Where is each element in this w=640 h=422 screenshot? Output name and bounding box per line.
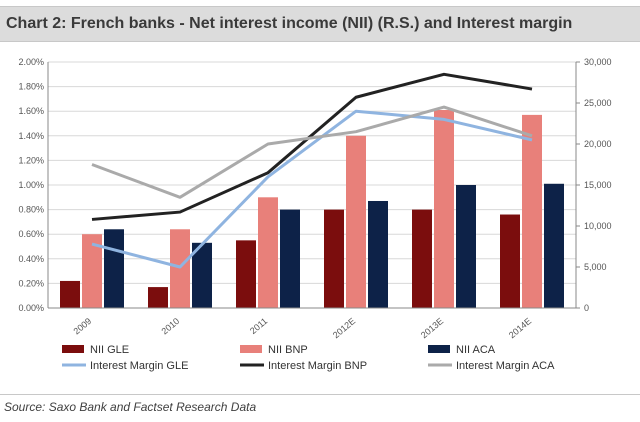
left-tick-label: 1.00% <box>18 180 44 190</box>
left-tick-label: 2.00% <box>18 57 44 67</box>
left-tick-label: 0.40% <box>18 254 44 264</box>
footer-divider <box>0 394 640 395</box>
bar-nii-aca <box>368 200 388 308</box>
chart-plot: 0.00% 0.20% 0.40% 0.60% 0.80% 1.00% 1.20% 1.40%… <box>18 57 612 372</box>
category-label: 2010 <box>160 316 182 337</box>
bar-nii-bnp <box>82 234 102 308</box>
bar-nii-bnp <box>346 135 366 308</box>
legend-label: NII BNP <box>268 344 308 356</box>
chart-title: Chart 2: French banks - Net interest inc… <box>6 15 573 32</box>
bar-nii-bnp <box>170 229 190 308</box>
category-label: 2012E <box>331 316 357 340</box>
legend-label: Interest Margin BNP <box>268 360 367 372</box>
legend-label: NII GLE <box>90 344 129 356</box>
legend-swatch <box>62 345 84 353</box>
left-tick-label: 0.20% <box>18 278 44 288</box>
category-label: 2011 <box>248 316 269 336</box>
left-tick-label: 1.40% <box>18 131 44 141</box>
legend: NII GLE NII BNP NII ACA Interest Margin GLE… <box>62 344 555 372</box>
right-tick-label: 0 <box>584 303 589 313</box>
bar-nii-gle <box>500 214 520 308</box>
line-interest-margin-gle <box>91 109 533 269</box>
bar-nii-gle <box>60 280 80 308</box>
legend-item: NII BNP <box>240 344 308 356</box>
left-tick-label: 0.80% <box>18 205 44 215</box>
legend-item: NII GLE <box>62 344 129 356</box>
right-tick-label: 30,000 <box>584 57 612 67</box>
legend-swatch <box>428 345 450 353</box>
right-tick-label: 10,000 <box>584 221 612 231</box>
bar-nii-gle <box>324 209 344 308</box>
legend-item: NII ACA <box>428 344 496 356</box>
legend-label: Interest Margin GLE <box>90 360 188 372</box>
right-tick-label: 5,000 <box>584 262 607 272</box>
bar-nii-aca <box>192 242 212 308</box>
legend-item: Interest Margin GLE <box>62 360 188 372</box>
bar-nii-aca <box>456 185 476 308</box>
source-note: Source: Saxo Bank and Factset Research D… <box>4 400 257 414</box>
line-interest-margin-bnp <box>91 72 533 221</box>
left-tick-label: 0.60% <box>18 229 44 239</box>
bar-nii-gle <box>412 209 432 308</box>
left-tick-label: 1.20% <box>18 155 44 165</box>
legend-label: NII ACA <box>456 344 496 356</box>
bar-nii-bnp <box>258 197 278 308</box>
line-series <box>91 72 533 269</box>
bar-nii-bnp <box>522 114 542 308</box>
right-tick-label: 25,000 <box>584 98 612 108</box>
right-tick-label: 15,000 <box>584 180 612 190</box>
category-label: 2009 <box>72 316 94 337</box>
left-tick-label: 1.60% <box>18 106 44 116</box>
legend-label: Interest Margin ACA <box>456 360 555 372</box>
left-tick-label: 1.80% <box>18 82 44 92</box>
grid-lines <box>48 61 576 309</box>
bar-series <box>60 109 564 308</box>
bar-nii-aca <box>104 229 124 308</box>
right-tick-label: 20,000 <box>584 139 612 149</box>
chart-header: Chart 2: French banks - Net interest inc… <box>0 6 640 42</box>
legend-item: Interest Margin ACA <box>428 360 555 372</box>
legend-item: Interest Margin BNP <box>240 360 367 372</box>
left-tick-label: 0.00% <box>18 303 44 313</box>
legend-swatch <box>240 345 262 353</box>
bar-nii-bnp <box>434 109 454 308</box>
category-label: 2013E <box>419 316 445 340</box>
bar-nii-aca <box>280 209 300 308</box>
bar-nii-gle <box>148 287 168 308</box>
line-interest-margin-aca <box>91 105 533 199</box>
bar-nii-gle <box>236 240 256 308</box>
bar-nii-aca <box>544 183 564 308</box>
category-label: 2014E <box>507 316 533 340</box>
